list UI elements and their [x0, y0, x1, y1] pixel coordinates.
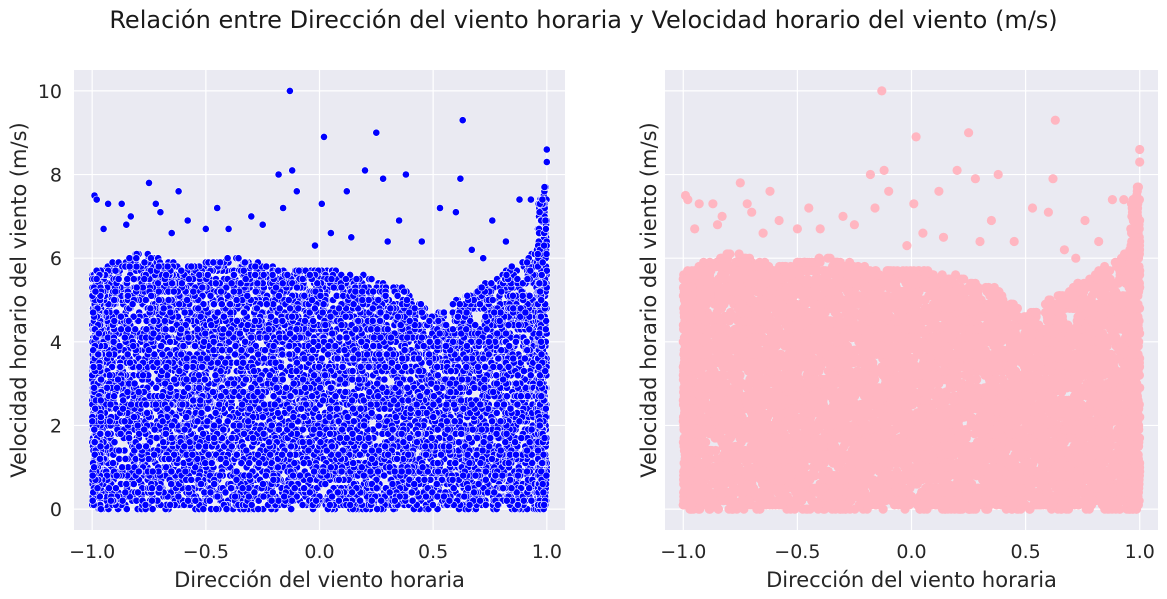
- y-tick-label: 4: [50, 332, 62, 354]
- x-tick-label: 0.5: [418, 541, 448, 563]
- figure-suptitle: Relación entre Dirección del viento hora…: [109, 6, 1058, 34]
- scatter-point: [332, 291, 341, 300]
- scatter-point: [367, 275, 376, 283]
- x-tick-label: −0.5: [183, 541, 229, 563]
- scatter-point: [110, 438, 119, 447]
- x-tick-label: 1.0: [532, 541, 562, 563]
- y-tick-label: 6: [50, 248, 62, 270]
- y-tick-label: 8: [50, 165, 62, 187]
- scatter-points: [88, 87, 551, 513]
- y-tick-label: 10: [38, 81, 62, 103]
- y-tick-label: 2: [50, 415, 62, 437]
- x-tick-label: 0.0: [304, 541, 334, 563]
- y-tick-label: 0: [50, 499, 62, 521]
- x-tick-label: −1.0: [69, 541, 115, 563]
